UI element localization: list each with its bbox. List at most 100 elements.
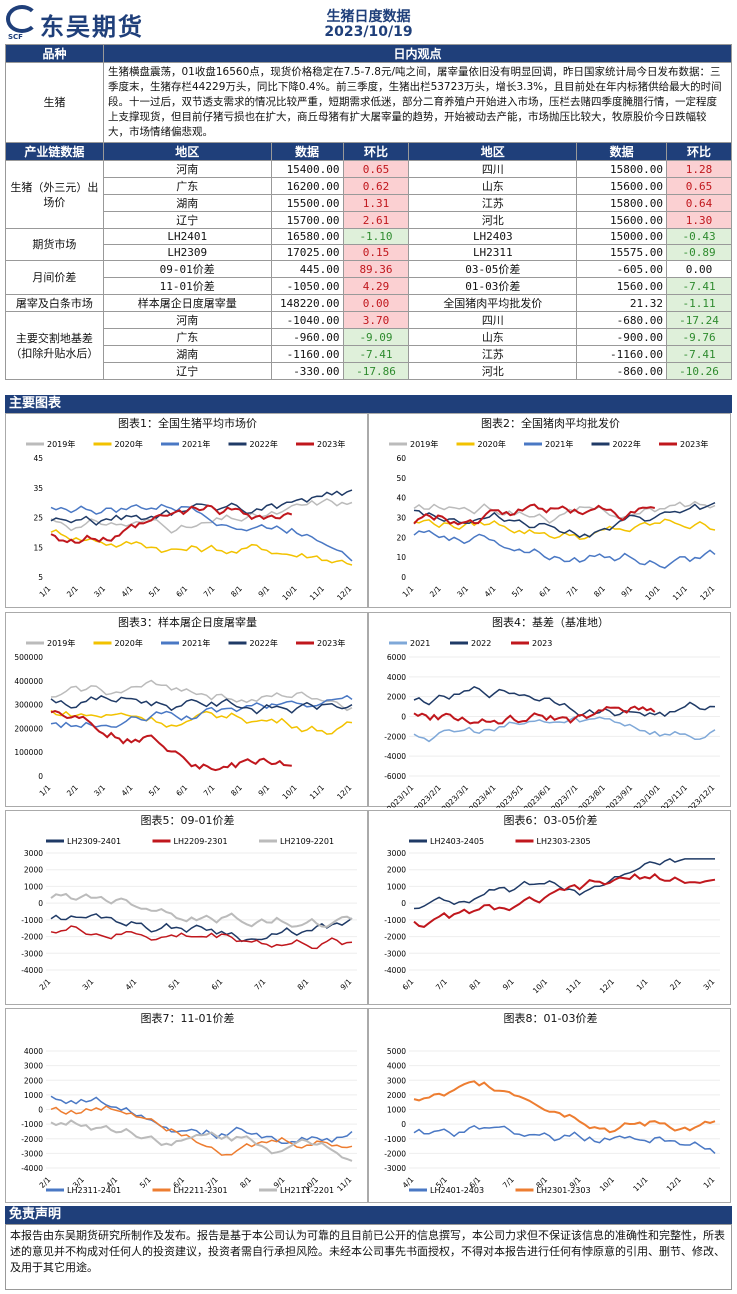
series-line xyxy=(413,716,716,743)
legend-label: 2021年 xyxy=(545,439,573,449)
region-cell: LH2403 xyxy=(408,228,578,245)
x-tick-label: 1/1 xyxy=(38,584,53,599)
change-cell: 0.00 xyxy=(666,260,732,278)
change-cell: 1.31 xyxy=(342,194,410,212)
legend-label: 2021年 xyxy=(182,439,210,449)
legend-label: LH2311-2401 xyxy=(67,1186,121,1195)
legend-label: LH2111-2201 xyxy=(280,1186,334,1195)
y-tick-label: 4000 xyxy=(387,673,406,682)
logo-mark-icon xyxy=(6,5,38,33)
y-tick-label: -4000 xyxy=(21,966,43,975)
y-tick-label: 1000 xyxy=(24,882,43,891)
y-tick-label: 0 xyxy=(401,1120,406,1129)
region-cell: 河北 xyxy=(408,211,578,229)
value-cell: -330.00 xyxy=(270,362,344,380)
company-en: SCF xyxy=(8,33,23,41)
x-tick-label: 8/1 xyxy=(592,584,607,599)
series-line xyxy=(413,529,716,569)
change-cell: 0.65 xyxy=(342,160,410,178)
y-tick-label: 100000 xyxy=(14,748,43,757)
legend-label: 2022年 xyxy=(613,439,641,449)
legend-label: 2021年 xyxy=(182,638,210,648)
value-cell: 15800.00 xyxy=(576,194,668,212)
value-cell: 15575.00 xyxy=(576,244,668,261)
region-cell: 03-05价差 xyxy=(408,260,578,278)
series-line xyxy=(50,710,292,772)
x-tick-label: 5/1 xyxy=(510,584,525,599)
x-tick-label: 7/1 xyxy=(202,783,217,798)
x-tick-label: 2023/1/1 xyxy=(385,783,415,808)
legend-label: 2019年 xyxy=(47,638,75,648)
y-tick-label: 3000 xyxy=(387,1076,406,1085)
charts-section-label: 主要图表 xyxy=(5,395,732,413)
change-cell: -9.09 xyxy=(342,328,410,346)
y-tick-label: 2000 xyxy=(387,693,406,702)
region-cell: 江苏 xyxy=(408,345,578,363)
table-row: 广东 16200.00 0.62 山东 15600.00 0.65 xyxy=(6,177,732,195)
y-tick-label: -4000 xyxy=(384,752,406,761)
series-line xyxy=(413,685,716,718)
legend-label: LH2211-2301 xyxy=(174,1186,228,1195)
table-header: 地区 xyxy=(102,142,272,161)
x-tick-label: 8/1 xyxy=(296,977,311,992)
region-cell: 河南 xyxy=(102,160,272,178)
chart-title: 图表4：基差（基准地） xyxy=(492,616,609,629)
y-tick-label: -1000 xyxy=(21,1120,43,1129)
chart-plot: 2019年 2020年 2021年 2022年 2023年 500000 400000 300… xyxy=(14,638,353,801)
chart-title: 图表8：01-03价差 xyxy=(503,1012,598,1025)
chart-8: 图表8：01-03价差 LH2401-2403 LH2301-2303 5000 400… xyxy=(368,1008,731,1203)
legend-label: 2021 xyxy=(410,639,430,648)
region-cell: 四川 xyxy=(408,311,578,329)
legend-label: 2019年 xyxy=(47,439,75,449)
chart-4: 图表4：基差（基准地） 2021 2022 2023 6000 4000 2000 0 -200… xyxy=(368,612,731,808)
col-variety: 品种 xyxy=(5,44,104,63)
table-row: 广东 -960.00 -9.09 山东 -900.00 -9.76 xyxy=(6,328,732,346)
series-line xyxy=(413,503,655,526)
y-tick-label: -4000 xyxy=(21,1164,43,1173)
y-tick-label: 4000 xyxy=(387,1062,406,1071)
y-tick-label: 60 xyxy=(396,454,406,463)
series-line xyxy=(50,498,353,534)
x-tick-label: 2023/5/1 xyxy=(495,783,525,808)
series-line xyxy=(413,1124,716,1154)
legend-label: LH2401-2403 xyxy=(430,1186,484,1195)
y-tick-label: 500000 xyxy=(14,653,43,662)
x-tick-label: 8/1 xyxy=(467,977,482,992)
table-row: 屠宰及白条市场 样本屠企日度屠宰量 148220.00 0.00 全国猪肉平均批发价 21… xyxy=(5,294,732,312)
x-tick-label: 11/1 xyxy=(564,977,582,995)
x-tick-label: 2023/3/1 xyxy=(440,783,470,808)
region-cell: 广东 xyxy=(102,328,272,346)
series-line xyxy=(50,913,353,943)
region-cell: 江苏 xyxy=(408,194,578,212)
region-cell: 山东 xyxy=(408,328,578,346)
value-cell: -900.00 xyxy=(576,328,668,346)
region-cell: 山东 xyxy=(408,177,578,195)
x-tick-label: 2023/9/1 xyxy=(604,783,634,808)
legend-label: 2022年 xyxy=(250,638,278,648)
x-tick-label: 2/1 xyxy=(65,783,80,798)
change-cell: 0.65 xyxy=(666,177,732,195)
series-line xyxy=(50,529,353,566)
group-label: 主要交割地基差（扣除升贴水后） xyxy=(5,311,104,380)
chart-plot: LH2401-2403 LH2301-2303 5000 4000 3000 2000 10… xyxy=(384,1047,720,1195)
col-view: 日内观点 xyxy=(103,44,732,63)
change-cell: 4.29 xyxy=(342,277,410,295)
series-line xyxy=(50,695,353,715)
x-tick-label: 10/1 xyxy=(643,584,661,602)
y-tick-label: 45 xyxy=(33,454,43,463)
table-row: 11-01价差 -1050.00 4.29 01-03价差 1560.00 -7.41 xyxy=(6,277,732,295)
value-cell: 15600.00 xyxy=(576,211,668,229)
change-cell: 0.15 xyxy=(342,244,410,261)
chart-title: 图表6：03-05价差 xyxy=(503,814,598,827)
y-tick-label: 0 xyxy=(401,573,406,582)
value-cell: 15700.00 xyxy=(270,211,344,229)
x-tick-label: 4/1 xyxy=(483,584,498,599)
x-tick-label: 2/1 xyxy=(668,977,683,992)
legend-label: 2022 xyxy=(471,639,491,648)
x-tick-label: 2023/12/1 xyxy=(683,783,717,808)
y-tick-label: -6000 xyxy=(384,772,406,781)
series-line xyxy=(50,1119,353,1162)
x-tick-label: 7/1 xyxy=(253,977,268,992)
chart-plot: LH2403-2405 LH2303-2305 3000 2000 1000 0 -1000… xyxy=(384,837,720,995)
x-tick-label: 2/1 xyxy=(65,584,80,599)
